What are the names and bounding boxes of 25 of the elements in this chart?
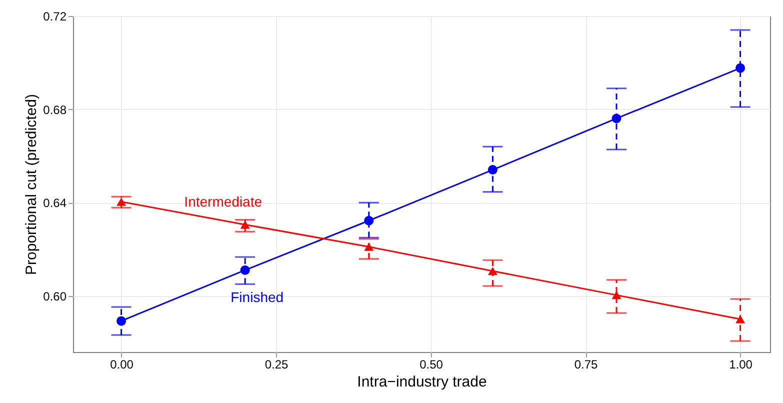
point <box>612 114 622 124</box>
x-tick-label: 0.25 <box>264 358 289 372</box>
x-tick-label: 0.50 <box>420 358 444 372</box>
point <box>488 165 498 174</box>
point <box>116 316 126 326</box>
point <box>240 220 250 229</box>
series-label: Finished <box>230 289 284 306</box>
x-axis-title: Intra−industry trade <box>357 374 487 390</box>
point <box>488 266 498 276</box>
series-label: Intermediate <box>184 194 262 210</box>
y-axis-title: Proportional cut (predicted) <box>23 94 40 275</box>
y-tick-label: 0.60 <box>43 290 67 304</box>
point <box>612 290 622 300</box>
x-tick-label: 1.00 <box>729 358 753 372</box>
x-tick-label: 0.00 <box>110 358 134 372</box>
y-tick-label: 0.72 <box>43 10 67 24</box>
y-tick-label: 0.64 <box>43 196 67 210</box>
x-tick-label: 0.75 <box>574 358 598 372</box>
point <box>240 265 250 275</box>
point <box>736 63 746 73</box>
point <box>116 198 126 206</box>
point <box>736 314 746 324</box>
y-tick-label: 0.68 <box>43 102 67 117</box>
point <box>364 216 374 226</box>
point <box>364 242 374 251</box>
